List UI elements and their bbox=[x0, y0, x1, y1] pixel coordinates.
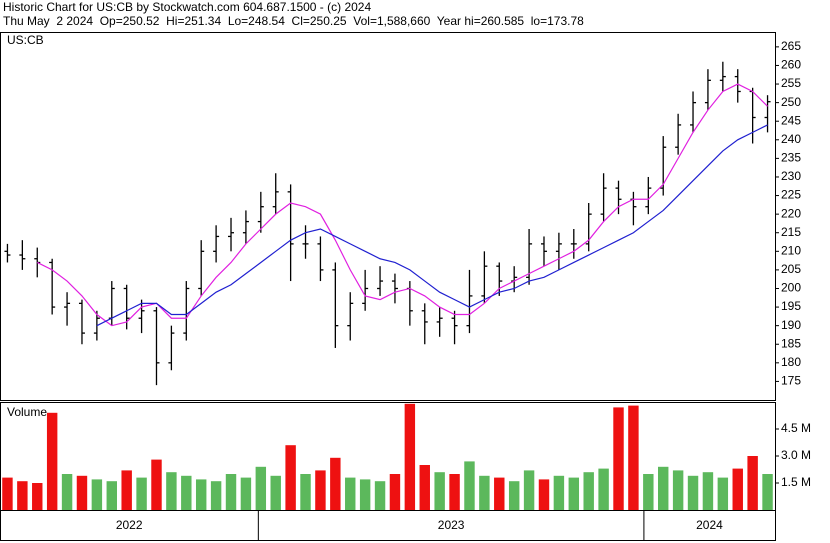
y-tick-label: 230 bbox=[781, 169, 801, 183]
volume-bar bbox=[538, 479, 550, 510]
volume-bar bbox=[613, 407, 624, 510]
volume-bar bbox=[479, 475, 490, 510]
x-tick-label: 2022 bbox=[116, 518, 143, 532]
volume-bar bbox=[225, 474, 237, 510]
volume-bar bbox=[255, 466, 267, 510]
y-tick-label: 220 bbox=[781, 206, 801, 220]
y-tick-label: 255 bbox=[781, 76, 801, 90]
chart-title: Historic Chart for US:CB by Stockwatch.c… bbox=[3, 0, 371, 14]
date-frame bbox=[0, 510, 776, 541]
volume-tick-label: 3.0 M bbox=[781, 448, 811, 462]
volume-bar bbox=[315, 470, 326, 510]
y-tick-label: 210 bbox=[781, 243, 801, 257]
y-tick-label: 235 bbox=[781, 151, 801, 165]
volume-bar bbox=[136, 477, 147, 510]
volume-bar bbox=[732, 468, 743, 510]
moving-average bbox=[96, 124, 768, 327]
volume-bar bbox=[419, 465, 430, 510]
y-tick-label: 245 bbox=[781, 113, 801, 127]
x-tick-label: 2024 bbox=[696, 518, 723, 532]
volume-bar bbox=[598, 468, 609, 510]
volume-bar bbox=[17, 481, 28, 510]
volume-bar bbox=[210, 481, 222, 510]
y-tick-label: 225 bbox=[781, 188, 801, 202]
volume-bar bbox=[762, 474, 773, 510]
volume-bar bbox=[583, 472, 594, 510]
volume-bar bbox=[717, 477, 729, 510]
volume-bar bbox=[151, 459, 162, 510]
y-tick-label: 185 bbox=[781, 336, 801, 350]
volume-bar bbox=[434, 472, 445, 510]
volume-bar bbox=[523, 470, 535, 510]
volume-bar bbox=[166, 472, 177, 510]
volume-bar bbox=[702, 472, 714, 510]
volume-bar bbox=[553, 475, 565, 510]
volume-bar bbox=[628, 405, 639, 510]
y-tick-label: 260 bbox=[781, 58, 801, 72]
volume-bar bbox=[2, 477, 13, 510]
volume-bar bbox=[747, 456, 758, 510]
volume-bar bbox=[687, 475, 699, 510]
volume-bar bbox=[106, 481, 117, 510]
volume-bar bbox=[181, 475, 192, 510]
volume-bar bbox=[494, 477, 505, 510]
volume-bar bbox=[330, 457, 341, 510]
volume-bar bbox=[240, 477, 252, 510]
volume-bar bbox=[300, 474, 311, 510]
volume-tick-label: 1.5 M bbox=[781, 475, 811, 489]
y-tick-label: 200 bbox=[781, 281, 801, 295]
y-tick-label: 190 bbox=[781, 318, 801, 332]
chart-subtitle: Thu May 2 2024 Op=250.52 Hi=251.34 Lo=24… bbox=[3, 14, 584, 28]
price-frame bbox=[0, 32, 776, 401]
y-tick-label: 265 bbox=[781, 39, 801, 53]
volume-bar bbox=[91, 479, 103, 510]
volume-tick-label: 4.5 M bbox=[781, 421, 811, 435]
y-tick-label: 250 bbox=[781, 95, 801, 109]
volume-bar bbox=[32, 483, 43, 510]
y-tick-label: 175 bbox=[781, 374, 801, 388]
volume-bar bbox=[270, 475, 281, 510]
volume-bar bbox=[121, 470, 132, 510]
volume-bar bbox=[568, 477, 580, 510]
x-tick-label: 2023 bbox=[438, 518, 465, 532]
volume-bar bbox=[76, 475, 88, 510]
y-tick-label: 180 bbox=[781, 355, 801, 369]
y-tick-label: 205 bbox=[781, 262, 801, 276]
volume-bar bbox=[374, 481, 386, 510]
volume-bar bbox=[46, 412, 58, 510]
volume-bar bbox=[345, 477, 356, 510]
y-tick-label: 240 bbox=[781, 132, 801, 146]
volume-bar bbox=[359, 479, 371, 510]
volume-label: Volume bbox=[7, 405, 47, 419]
volume-bar bbox=[389, 474, 401, 510]
volume-bar bbox=[464, 461, 475, 510]
symbol-label: US:CB bbox=[7, 33, 44, 47]
y-tick-label: 195 bbox=[781, 299, 801, 313]
volume-bar bbox=[195, 479, 207, 510]
y-tick-label: 215 bbox=[781, 225, 801, 239]
volume-bar bbox=[672, 470, 684, 510]
volume-bar bbox=[449, 474, 460, 510]
volume-bar bbox=[61, 474, 73, 510]
volume-bar bbox=[643, 474, 654, 510]
volume-bar bbox=[404, 403, 416, 510]
volume-bar bbox=[658, 466, 669, 510]
volume-bar bbox=[508, 481, 520, 510]
volume-bar bbox=[285, 445, 296, 510]
